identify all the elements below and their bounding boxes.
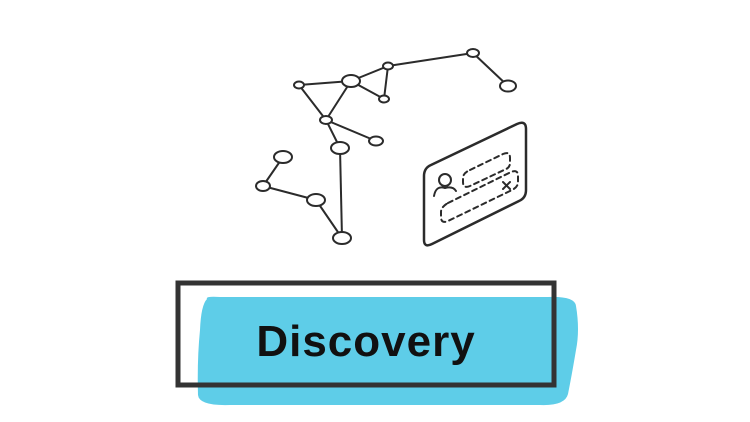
network-nodes [255, 48, 517, 245]
banner-title: Discovery [256, 317, 476, 366]
avatar-icon [433, 173, 457, 197]
graph-node [378, 94, 390, 104]
graph-node [306, 193, 326, 207]
network-graph-icon [255, 48, 517, 245]
graph-node [332, 231, 352, 245]
graph-node [255, 180, 271, 192]
highlight-brush-stroke [197, 296, 578, 406]
graph-node [382, 61, 394, 71]
graph-node [368, 135, 384, 147]
graph-node [466, 48, 480, 58]
detail-field-outline [440, 170, 519, 223]
graph-node [341, 74, 361, 88]
graph-node [499, 79, 517, 93]
graph-node [319, 115, 333, 125]
graph-node [273, 150, 293, 164]
graph-node [293, 80, 305, 90]
graph-node [330, 141, 350, 155]
close-icon [502, 181, 511, 190]
banner-frame [175, 280, 557, 388]
banner-graphic [175, 280, 578, 406]
identity-card-icon [422, 121, 528, 247]
